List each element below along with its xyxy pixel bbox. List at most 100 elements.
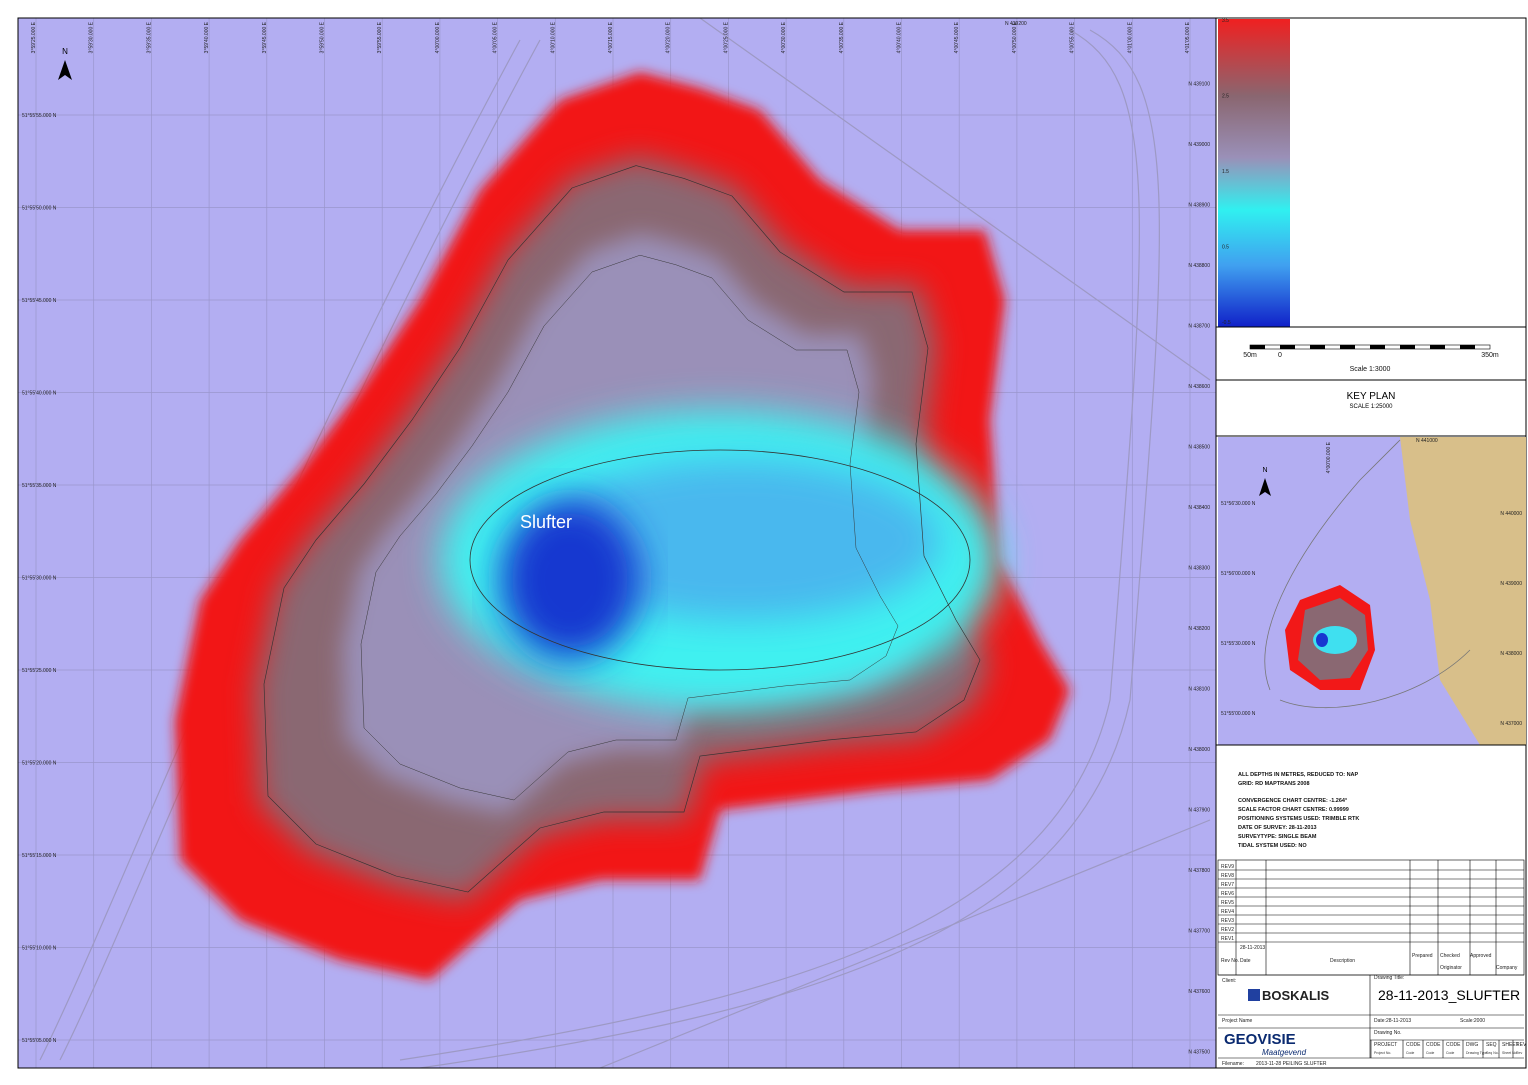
code-header: SHEET (1502, 1042, 1519, 1048)
key-northing: N 439000 (1500, 581, 1522, 587)
easting-label: 4°00'50.000 E (1012, 21, 1018, 53)
latitude-label: 51°55'10.000 N (22, 946, 57, 952)
map-coordinate-labels: 3°59'25.000 E 3°59'30.000 E 3°59'35.000 E 3… (22, 21, 1210, 1056)
scale-segment (1250, 345, 1265, 349)
latitude-label: 51°55'30.000 N (22, 576, 57, 582)
key-road (1264, 439, 1401, 691)
legend-label: 2.5 (1222, 94, 1229, 100)
easting-label: 4°00'20.000 E (666, 21, 672, 53)
code-sub: Sheet No. (1502, 1051, 1518, 1055)
easting-label: 3°59'40.000 E (204, 21, 210, 53)
northing-label: N 438400 (1188, 505, 1210, 511)
code-header: SEQ (1486, 1042, 1497, 1048)
code-sub: Rev (1516, 1051, 1522, 1055)
scale-segment (1310, 345, 1325, 349)
rev-label: REV1 (1221, 936, 1234, 942)
northing-label: N 439000 (1188, 142, 1210, 148)
scale-label: 0 (1278, 352, 1282, 359)
latitude-label: 51°55'35.000 N (22, 483, 57, 489)
northing-label: N 438300 (1188, 566, 1210, 572)
survey-notes: ALL DEPTHS IN METRES, REDUCED TO: NAP GRI… (1238, 772, 1359, 849)
easting-label: 4°00'15.000 E (608, 21, 614, 53)
key-northing: N 441000 (1416, 438, 1438, 444)
easting-label: 4°00'30.000 E (781, 21, 787, 53)
note-line: CONVERGENCE CHART CENTRE: -1.264° (1238, 798, 1347, 804)
code-header: CODE (1406, 1042, 1421, 1048)
code-sub: Code (1406, 1051, 1414, 1055)
scale-segment (1280, 345, 1295, 349)
key-easting: 4°00'00.000 E (1326, 441, 1332, 473)
northing-label: N 438200 (1188, 626, 1210, 632)
color-bar (1218, 19, 1290, 327)
client-logo (1248, 989, 1260, 1001)
note-line: SCALE FACTOR CHART CENTRE: 0.99999 (1238, 807, 1349, 813)
key-latitude: 51°56'00.000 N (1221, 571, 1256, 577)
rev-header: Rev No. (1221, 958, 1239, 964)
northing-label: N 437900 (1188, 808, 1210, 814)
latitude-label: 51°55'50.000 N (22, 206, 57, 212)
code-sub: Drawing Type (1466, 1051, 1487, 1055)
depth-layer-deep (500, 500, 640, 660)
key-plan-scale: SCALE 1:25000 (1349, 404, 1393, 410)
key-survey-cyan (1313, 626, 1357, 654)
northing-label: N 439100 (1188, 82, 1210, 88)
date: Date:28-11-2013 (1374, 1018, 1411, 1024)
legend-labels: 3.5 2.5 1.5 0.5 -0.5 (1222, 18, 1231, 326)
easting-label: 3°59'35.000 E (146, 21, 152, 53)
latitude-label: 51°55'55.000 N (22, 113, 57, 119)
northing-label: N 438100 (1188, 687, 1210, 693)
easting-label: 4°00'25.000 E (723, 21, 729, 53)
key-north-arrow (1259, 478, 1271, 496)
easting-label: 4°00'05.000 E (493, 21, 499, 53)
easting-label: 3°59'55.000 E (377, 21, 383, 53)
note-line: POSITIONING SYSTEMS USED: TRIMBLE RTK (1238, 816, 1359, 822)
key-survey-deep (1316, 633, 1328, 647)
latitude-label: 51°55'05.000 N (22, 1038, 57, 1044)
key-northing: N 438000 (1500, 651, 1522, 657)
key-plan-map: N N 441000 N 440000 N 439000 N 438000 N 4370… (1218, 437, 1526, 745)
northing-label: N 437600 (1188, 989, 1210, 995)
north-label: N (62, 47, 68, 56)
code-header: REV (1516, 1042, 1527, 1048)
legend-label: 0.5 (1222, 245, 1229, 251)
easting-label: 3°59'50.000 E (320, 21, 326, 53)
latitude-label: 51°55'20.000 N (22, 761, 57, 767)
latitude-label: 51°55'25.000 N (22, 668, 57, 674)
project-label: Project Name (1222, 1018, 1253, 1024)
main-map: Slufter N 3°59'25.000 E 3°59'30.000 E 3°59… (18, 18, 1216, 1068)
note-line: DATE OF SURVEY: 28-11-2013 (1238, 825, 1317, 831)
rev-header: Checked (1440, 953, 1460, 959)
note-line: GRID: RD MAPTRANS 2008 (1238, 781, 1310, 787)
scale-segment (1400, 345, 1415, 349)
filename-label: Filename: (1222, 1061, 1244, 1067)
scale-segment (1460, 345, 1475, 349)
filename: 2013-11-28 PEILING SLUFTER (1256, 1061, 1327, 1067)
rev-header: Date (1240, 958, 1251, 964)
scale-segment (1430, 345, 1445, 349)
scale-caption: Scale 1:3000 (1350, 366, 1391, 373)
northing-label: N 439200 (1005, 21, 1027, 27)
code-sub: Code (1426, 1051, 1434, 1055)
code-header: DWG (1466, 1042, 1478, 1048)
code-header: CODE (1446, 1042, 1461, 1048)
north-arrow (58, 60, 72, 80)
rev-label: REV6 (1221, 891, 1234, 897)
code-sub: Project No. (1374, 1051, 1391, 1055)
key-road (1279, 649, 1471, 709)
northing-label: N 438700 (1188, 324, 1210, 330)
legend-label: 3.5 (1222, 18, 1229, 24)
legend-label: -0.5 (1222, 320, 1231, 326)
easting-label: 3°59'30.000 E (89, 21, 95, 53)
easting-label: 4°01'00.000 E (1127, 21, 1133, 53)
northing-label: N 438500 (1188, 445, 1210, 451)
client-name: BOSKALIS (1262, 988, 1330, 1003)
easting-label: 3°59'25.000 E (31, 21, 37, 53)
note-line: TIDAL SYSTEM USED: NO (1238, 843, 1307, 849)
northing-label: N 438600 (1188, 384, 1210, 390)
northing-label: N 437500 (1188, 1050, 1210, 1056)
scale: Scale:2000 (1460, 1018, 1485, 1024)
easting-label: 4°00'00.000 E (435, 21, 441, 53)
rev-header: Description (1330, 958, 1355, 964)
rev-label: REV5 (1221, 900, 1234, 906)
